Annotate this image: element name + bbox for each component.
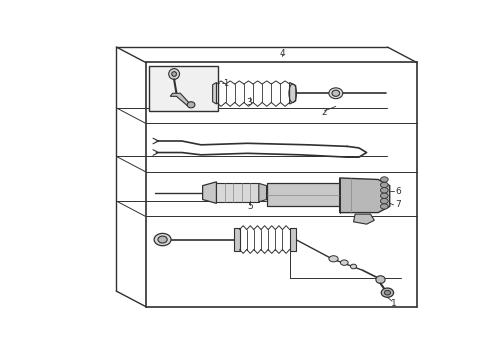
Ellipse shape bbox=[376, 276, 385, 283]
Ellipse shape bbox=[350, 264, 357, 269]
Bar bbox=[290, 228, 296, 251]
Polygon shape bbox=[203, 182, 217, 203]
Polygon shape bbox=[290, 82, 296, 104]
Ellipse shape bbox=[154, 233, 171, 246]
Text: 2: 2 bbox=[321, 108, 327, 117]
Text: 5: 5 bbox=[247, 202, 253, 211]
Text: -1: -1 bbox=[222, 79, 230, 88]
Ellipse shape bbox=[381, 288, 393, 297]
Ellipse shape bbox=[158, 236, 167, 243]
Polygon shape bbox=[354, 214, 374, 224]
Ellipse shape bbox=[187, 102, 195, 108]
Polygon shape bbox=[217, 183, 259, 202]
Ellipse shape bbox=[332, 90, 340, 96]
Ellipse shape bbox=[381, 198, 388, 204]
Ellipse shape bbox=[381, 182, 388, 188]
Polygon shape bbox=[340, 178, 390, 213]
Ellipse shape bbox=[172, 72, 176, 76]
Ellipse shape bbox=[381, 188, 388, 193]
Bar bbox=[149, 66, 218, 111]
Polygon shape bbox=[267, 183, 340, 206]
Text: 1: 1 bbox=[391, 299, 396, 308]
Ellipse shape bbox=[329, 256, 338, 262]
Polygon shape bbox=[171, 93, 190, 105]
Ellipse shape bbox=[169, 69, 179, 80]
Polygon shape bbox=[259, 183, 267, 202]
Ellipse shape bbox=[381, 193, 388, 198]
Ellipse shape bbox=[329, 88, 343, 99]
Bar bbox=[234, 228, 240, 251]
Ellipse shape bbox=[384, 291, 391, 295]
Ellipse shape bbox=[381, 177, 388, 182]
Polygon shape bbox=[213, 82, 217, 104]
Ellipse shape bbox=[381, 204, 388, 209]
Ellipse shape bbox=[341, 260, 348, 265]
Text: 6: 6 bbox=[395, 186, 401, 195]
Text: 3: 3 bbox=[246, 98, 252, 107]
Text: 7: 7 bbox=[395, 201, 401, 210]
Text: 4: 4 bbox=[279, 49, 285, 58]
